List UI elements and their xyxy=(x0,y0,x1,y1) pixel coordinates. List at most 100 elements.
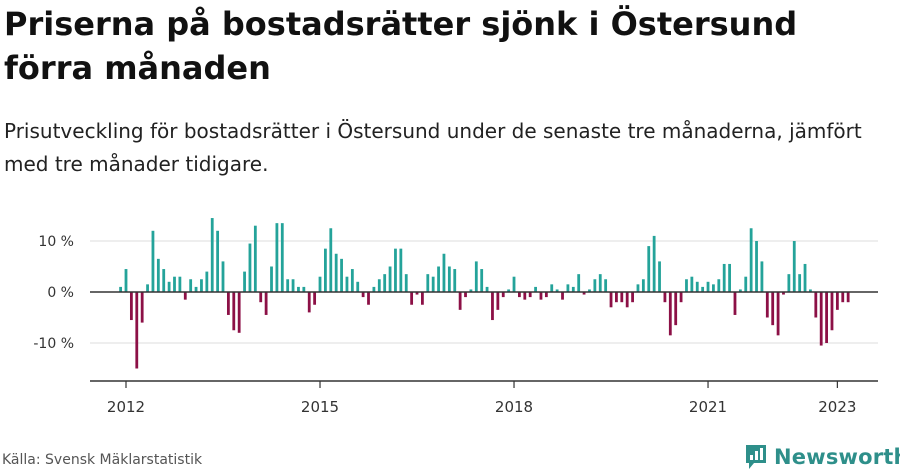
bar xyxy=(485,286,489,292)
bar xyxy=(501,292,505,298)
bar xyxy=(426,274,430,292)
bar xyxy=(652,235,656,292)
bar xyxy=(447,266,451,292)
bar xyxy=(744,276,748,292)
bar xyxy=(771,292,775,326)
bar xyxy=(792,241,796,292)
bar xyxy=(636,284,640,292)
brand-name: Newsworthy xyxy=(774,445,900,469)
bar xyxy=(631,292,634,303)
bar xyxy=(372,286,376,292)
bar xyxy=(253,225,257,292)
bar xyxy=(280,223,284,292)
bar xyxy=(189,279,193,292)
bar xyxy=(841,292,845,303)
bar xyxy=(345,276,349,292)
annotation-background xyxy=(832,0,877,20)
bar xyxy=(728,263,731,292)
bar xyxy=(701,286,705,292)
bar xyxy=(523,292,527,300)
bar xyxy=(302,286,306,292)
newsworthy-logo-icon xyxy=(746,445,766,469)
bar xyxy=(146,284,149,292)
bar xyxy=(270,266,273,292)
x-tick-label: 2018 xyxy=(495,398,533,416)
bar xyxy=(534,286,537,292)
bar xyxy=(404,274,408,292)
bar xyxy=(356,281,360,292)
bar xyxy=(173,276,176,292)
bar xyxy=(717,279,721,292)
bar xyxy=(275,223,279,292)
bar xyxy=(588,289,591,292)
bar xyxy=(243,271,246,292)
bar xyxy=(663,292,667,303)
bar xyxy=(625,292,629,308)
bar xyxy=(512,276,516,292)
bar xyxy=(135,292,139,369)
bar xyxy=(124,269,128,292)
bar xyxy=(609,292,613,308)
bar xyxy=(738,289,742,292)
bar xyxy=(598,274,602,292)
bar xyxy=(615,292,618,303)
bar xyxy=(528,292,532,298)
bar xyxy=(200,279,203,292)
bar xyxy=(690,276,694,292)
bar xyxy=(291,279,295,292)
bar xyxy=(798,274,802,292)
bar xyxy=(571,286,575,292)
bar xyxy=(221,261,225,292)
bar xyxy=(464,292,467,298)
bar xyxy=(776,292,780,336)
y-tick-label: -10 % xyxy=(33,336,74,352)
brand-logo[interactable]: Newsworthy xyxy=(744,442,900,472)
bar xyxy=(706,281,710,292)
bar xyxy=(458,292,462,310)
bar xyxy=(399,248,403,292)
bar xyxy=(782,292,785,295)
bar xyxy=(183,292,187,300)
bar xyxy=(480,269,484,292)
y-tick-label: 10 % xyxy=(38,234,74,250)
bar xyxy=(674,292,678,326)
bar xyxy=(561,292,564,300)
bar xyxy=(232,292,236,331)
bar xyxy=(340,258,343,292)
bar xyxy=(259,292,263,303)
bar xyxy=(755,241,758,292)
bar xyxy=(264,292,268,315)
bar xyxy=(685,279,688,292)
bar xyxy=(178,276,182,292)
chart-subtitle: Prisutveckling för bostadsrätter i Öster… xyxy=(4,119,862,176)
bar xyxy=(415,292,419,295)
bar xyxy=(620,292,624,303)
bar xyxy=(846,292,850,303)
bar xyxy=(668,292,672,336)
bar xyxy=(647,246,651,292)
bar xyxy=(167,281,171,292)
bar xyxy=(819,292,823,346)
bar xyxy=(469,289,473,292)
bar xyxy=(248,243,252,292)
bar xyxy=(814,292,818,318)
bar xyxy=(307,292,311,313)
bar xyxy=(733,292,737,315)
bar xyxy=(313,292,317,305)
bar xyxy=(453,269,457,292)
bar xyxy=(388,266,392,292)
bar xyxy=(286,279,290,292)
bar xyxy=(297,286,300,292)
bar xyxy=(129,292,133,321)
bar xyxy=(544,292,548,298)
bar xyxy=(383,274,387,292)
bar xyxy=(555,289,559,292)
bar xyxy=(151,230,155,292)
bar xyxy=(765,292,769,318)
bar xyxy=(491,292,494,321)
bar xyxy=(421,292,424,305)
bar xyxy=(825,292,828,343)
bar xyxy=(582,292,586,295)
bar xyxy=(140,292,144,323)
bar xyxy=(410,292,414,305)
